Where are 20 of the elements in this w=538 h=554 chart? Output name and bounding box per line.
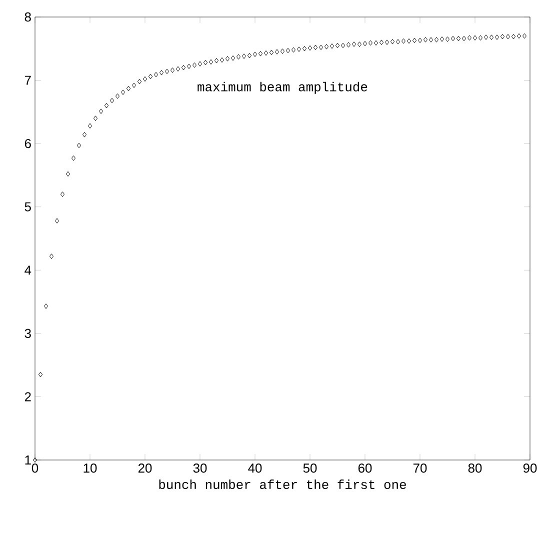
x-tick-label: 20 (138, 464, 152, 473)
x-axis-title: bunch number after the first one (159, 480, 406, 490)
x-tick-label: 50 (303, 464, 317, 473)
x-tick-label: 40 (248, 464, 262, 473)
y-tick-label: 7 (24, 76, 31, 85)
annotation: maximum beam amplitude (198, 82, 368, 94)
y-tick-label: 1 (25, 456, 31, 464)
y-tick-label: 4 (24, 266, 32, 275)
x-tick-label: 70 (413, 464, 427, 473)
x-tick-label: 90 (523, 464, 537, 473)
x-tick-label: 0 (32, 464, 38, 473)
x-tick-label: 60 (358, 464, 372, 473)
y-tick-label: 2 (24, 392, 31, 402)
x-tick-label: 80 (468, 464, 482, 473)
y-tick-label: 5 (24, 202, 31, 212)
y-tick-label: 6 (24, 138, 31, 148)
x-tick-label: 30 (193, 464, 207, 473)
y-tick-label: 8 (24, 12, 31, 22)
y-tick-label: 3 (24, 328, 31, 338)
x-tick-label: 10 (84, 464, 97, 473)
